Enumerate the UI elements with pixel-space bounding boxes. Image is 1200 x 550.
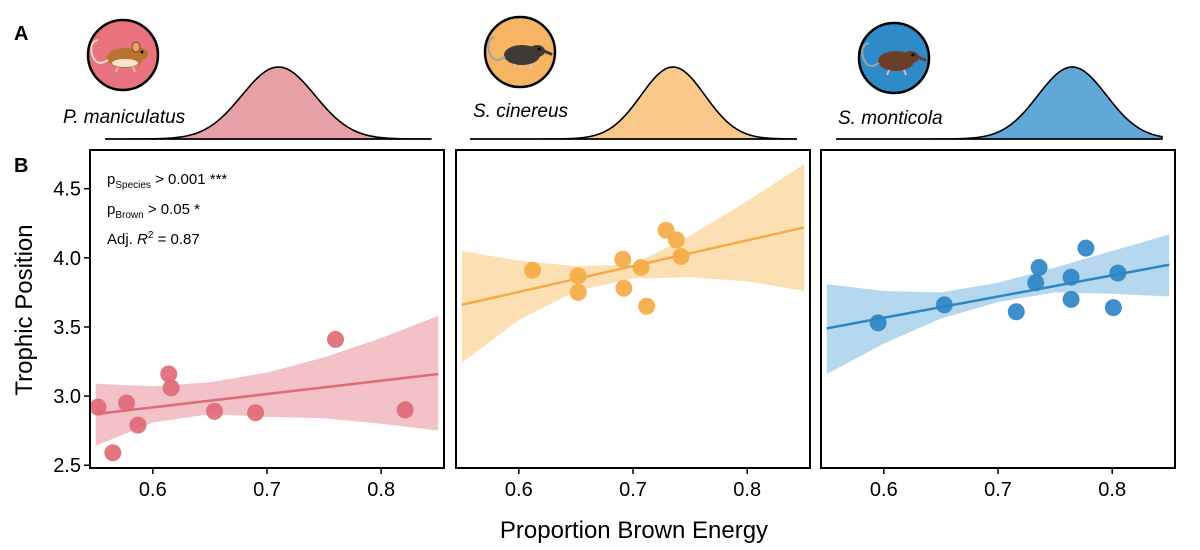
density-area (105, 66, 432, 140)
y-tick-label: 3.5 (53, 317, 81, 339)
data-point (162, 379, 180, 397)
animal-tail (90, 39, 109, 64)
data-point (672, 247, 690, 265)
scatter-panel: 0.6 0.7 0.8 (820, 149, 1176, 501)
y-tick-label: 4.0 (53, 248, 81, 270)
data-point (247, 404, 265, 422)
animal-eye (537, 47, 541, 51)
data-point (1007, 303, 1025, 321)
animal-eye (140, 50, 144, 54)
data-point (104, 444, 122, 462)
data-point (160, 365, 178, 383)
data-point (667, 231, 685, 249)
animal-leg (512, 63, 516, 70)
data-point (638, 297, 656, 315)
density-curve (470, 66, 798, 140)
x-tick-label: 0.6 (139, 479, 167, 501)
data-point (1030, 259, 1048, 277)
stats-annotation: pSpecies > 0.001 *** pBrown > 0.05 * Adj… (107, 171, 227, 248)
stats-line-r2: Adj. R2 = 0.87 (107, 230, 200, 248)
density-row: P. maniculatus S. cinereus S. monticola (63, 15, 1163, 140)
data-point (129, 416, 147, 434)
data-point (614, 250, 632, 268)
x-tick-label: 0.7 (984, 479, 1012, 501)
data-point (327, 330, 345, 348)
scatter-panel: 0.6 0.7 0.8 2.5 3.0 3.5 4.0 4.5 (53, 149, 445, 501)
data-point (632, 259, 650, 277)
density-curve (105, 66, 432, 140)
data-point (935, 296, 953, 314)
species-label: S. cinereus (473, 101, 569, 122)
data-point (205, 402, 223, 420)
water-shrew-icon (857, 21, 931, 95)
y-axis-title: Trophic Position (11, 224, 38, 395)
stats-line-species: pSpecies > 0.001 *** (107, 171, 227, 191)
x-tick-label: 0.8 (733, 479, 761, 501)
data-point (869, 314, 887, 332)
data-point (1027, 274, 1045, 292)
animal-ear (131, 41, 141, 53)
data-point (1109, 264, 1127, 282)
y-tick-label: 2.5 (53, 455, 81, 477)
animal-leg (886, 69, 890, 76)
x-tick-label: 0.8 (1098, 479, 1126, 501)
density-curve (836, 66, 1163, 140)
x-tick-label: 0.7 (619, 479, 647, 501)
animal-leg (903, 69, 907, 76)
y-tick-label: 4.5 (53, 179, 81, 201)
confidence-band (461, 163, 805, 363)
data-point (569, 283, 587, 301)
animal-head (529, 45, 545, 57)
confidence-band (95, 315, 439, 446)
animal-eye (911, 53, 915, 57)
y-tick-label: 3.0 (53, 386, 81, 408)
data-point (118, 394, 136, 412)
regression-line (95, 372, 439, 416)
animal-snout (916, 55, 927, 62)
animal-head (903, 51, 919, 63)
species-label: P. maniculatus (63, 107, 186, 128)
x-tick-label: 0.6 (505, 479, 533, 501)
x-tick-label: 0.7 (253, 479, 281, 501)
animal-tail (487, 36, 506, 61)
data-point (1062, 268, 1080, 286)
data-point (1104, 299, 1122, 317)
animal-tail (861, 42, 880, 67)
data-point (615, 279, 633, 297)
panel-label-b: B (14, 155, 28, 177)
panel-label-a: A (14, 23, 28, 45)
x-tick-label: 0.8 (367, 479, 395, 501)
data-point (89, 398, 107, 416)
data-point (569, 267, 587, 285)
x-tick-label: 0.6 (870, 479, 898, 501)
animal-leg (115, 66, 119, 73)
scatter-panel: 0.6 0.7 0.8 (455, 149, 811, 501)
species-label: S. monticola (838, 108, 943, 129)
data-point (396, 401, 414, 419)
data-point (1062, 290, 1080, 308)
shrew-icon (483, 15, 557, 89)
confidence-band (826, 234, 1170, 374)
animal-leg (529, 63, 533, 70)
stats-line-brown: pBrown > 0.05 * (107, 201, 200, 221)
data-point (524, 261, 542, 279)
animal-snout (542, 49, 553, 56)
deer-mouse-icon (86, 18, 160, 92)
animal-belly (112, 59, 138, 67)
x-axis-title: Proportion Brown Energy (500, 517, 768, 544)
data-point (1077, 239, 1095, 257)
animal-leg (132, 66, 136, 73)
